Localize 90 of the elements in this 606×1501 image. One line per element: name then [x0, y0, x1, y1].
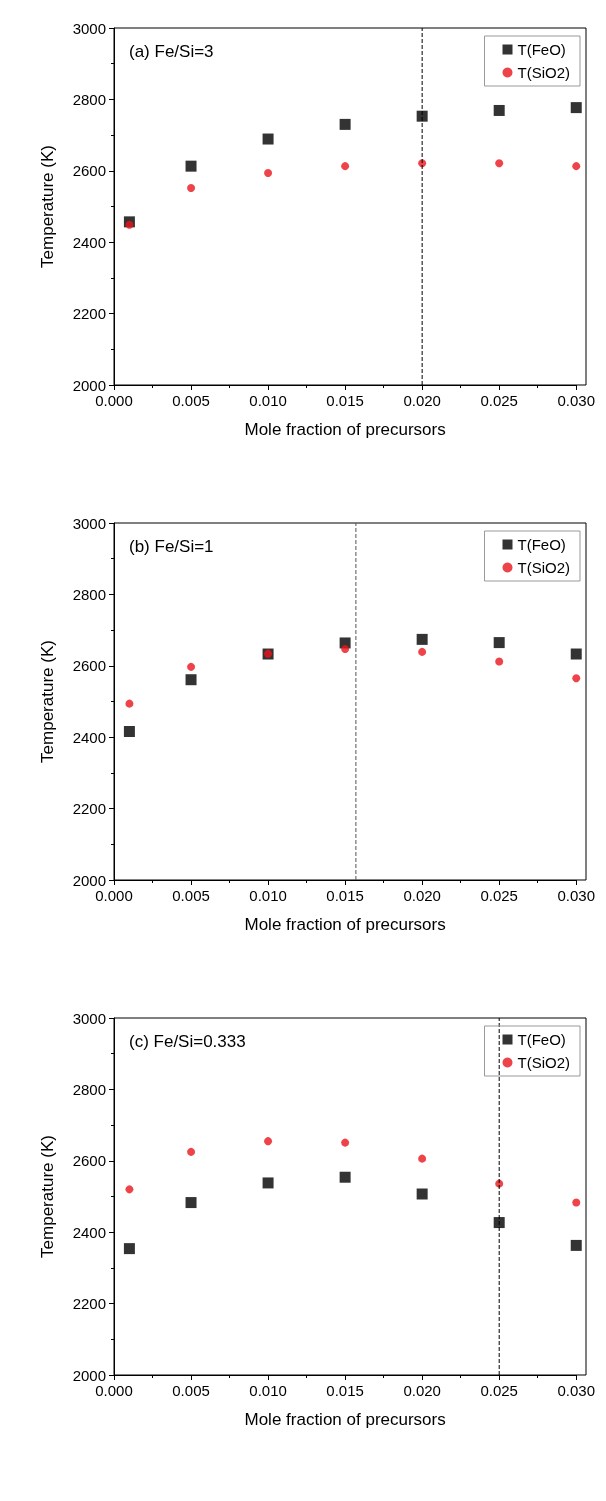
y-tick-label: 2800	[72, 90, 106, 108]
legend-label: T(SiO2)	[517, 1054, 570, 1071]
x-tick-label: 0.010	[249, 392, 287, 409]
text: (a) Fe/Si=3	[129, 42, 214, 61]
point	[264, 168, 273, 177]
y-axis-title: Temperature (K)	[38, 145, 57, 268]
point	[185, 160, 197, 172]
x-tick-label: 0.005	[172, 392, 210, 409]
y-tick-label: 2000	[72, 1366, 106, 1384]
text: (c) Fe/Si=0.333	[129, 1032, 246, 1051]
y-tick-label: 2800	[72, 585, 106, 603]
point	[570, 102, 582, 114]
x-tick-label: 0.025	[480, 1382, 518, 1399]
point	[495, 657, 504, 666]
point	[416, 110, 428, 122]
point	[570, 648, 582, 660]
x-tick-label: 0.000	[95, 392, 133, 409]
y-tick-label: 2600	[72, 657, 106, 675]
y-tick-label: 2600	[72, 162, 106, 180]
point	[123, 1243, 135, 1255]
y-tick-label: 3000	[72, 19, 106, 37]
y-tick-label: 2000	[72, 871, 106, 889]
point	[123, 725, 135, 737]
x-tick-label: 0.025	[480, 887, 518, 904]
legend-label: T(FeO)	[517, 536, 566, 553]
y-tick-label: 2600	[72, 1152, 106, 1170]
x-tick-label: 0.005	[172, 887, 210, 904]
x-tick-label: 0.020	[403, 392, 441, 409]
y-tick-label: 2400	[72, 1223, 106, 1241]
y-tick-label: 2000	[72, 376, 106, 394]
point	[572, 1198, 581, 1207]
point	[493, 1217, 505, 1229]
y-tick-label: 2400	[72, 233, 106, 251]
point	[187, 662, 196, 671]
point	[339, 1171, 351, 1183]
point	[416, 1188, 428, 1200]
point	[187, 1147, 196, 1156]
y-tick-label: 2200	[72, 800, 106, 818]
point	[185, 1197, 197, 1209]
point	[418, 1154, 427, 1163]
x-tick-label: 0.010	[249, 887, 287, 904]
legend-label: T(FeO)	[517, 1031, 566, 1048]
x-tick-label: 0.000	[95, 1382, 133, 1399]
point	[187, 183, 196, 192]
point	[125, 699, 134, 708]
x-tick-label: 0.030	[557, 1382, 596, 1399]
legend-label: T(SiO2)	[517, 559, 570, 576]
x-tick-label: 0.030	[557, 887, 596, 904]
text: (b) Fe/Si=1	[129, 537, 214, 556]
x-tick-label: 0.020	[403, 887, 441, 904]
point	[262, 133, 274, 145]
point	[416, 633, 428, 645]
point	[185, 674, 197, 686]
x-tick-label: 0.030	[557, 392, 596, 409]
y-tick-label: 2800	[72, 1080, 106, 1098]
y-tick-label: 2400	[72, 728, 106, 746]
point	[570, 1239, 582, 1251]
point	[264, 1137, 273, 1146]
x-axis-title: Mole fraction of precursors	[244, 420, 446, 439]
x-tick-label: 0.015	[326, 1382, 364, 1399]
y-tick-label: 3000	[72, 514, 106, 532]
y-tick-label: 2200	[72, 1295, 106, 1313]
point	[339, 118, 351, 130]
point	[493, 104, 505, 116]
x-tick-label: 0.005	[172, 1382, 210, 1399]
point	[572, 674, 581, 683]
x-tick-label: 0.025	[480, 392, 518, 409]
point	[418, 647, 427, 656]
x-axis-title: Mole fraction of precursors	[244, 915, 446, 934]
x-tick-label: 0.020	[403, 1382, 441, 1399]
point	[125, 220, 134, 229]
x-tick-label: 0.015	[326, 392, 364, 409]
y-axis-title: Temperature (K)	[38, 1135, 57, 1258]
legend-label: T(FeO)	[517, 41, 566, 58]
x-tick-label: 0.015	[326, 887, 364, 904]
point	[341, 645, 350, 654]
point	[262, 1177, 274, 1189]
y-tick-label: 3000	[72, 1009, 106, 1027]
y-tick-label: 2200	[72, 305, 106, 323]
x-axis-title: Mole fraction of precursors	[244, 1410, 446, 1429]
point	[125, 1185, 134, 1194]
y-axis-title: Temperature (K)	[38, 640, 57, 763]
point	[341, 162, 350, 171]
point	[572, 162, 581, 171]
point	[493, 637, 505, 649]
x-tick-label: 0.000	[95, 887, 133, 904]
x-tick-label: 0.010	[249, 1382, 287, 1399]
legend-label: T(SiO2)	[517, 64, 570, 81]
point	[495, 159, 504, 168]
point	[341, 1138, 350, 1147]
